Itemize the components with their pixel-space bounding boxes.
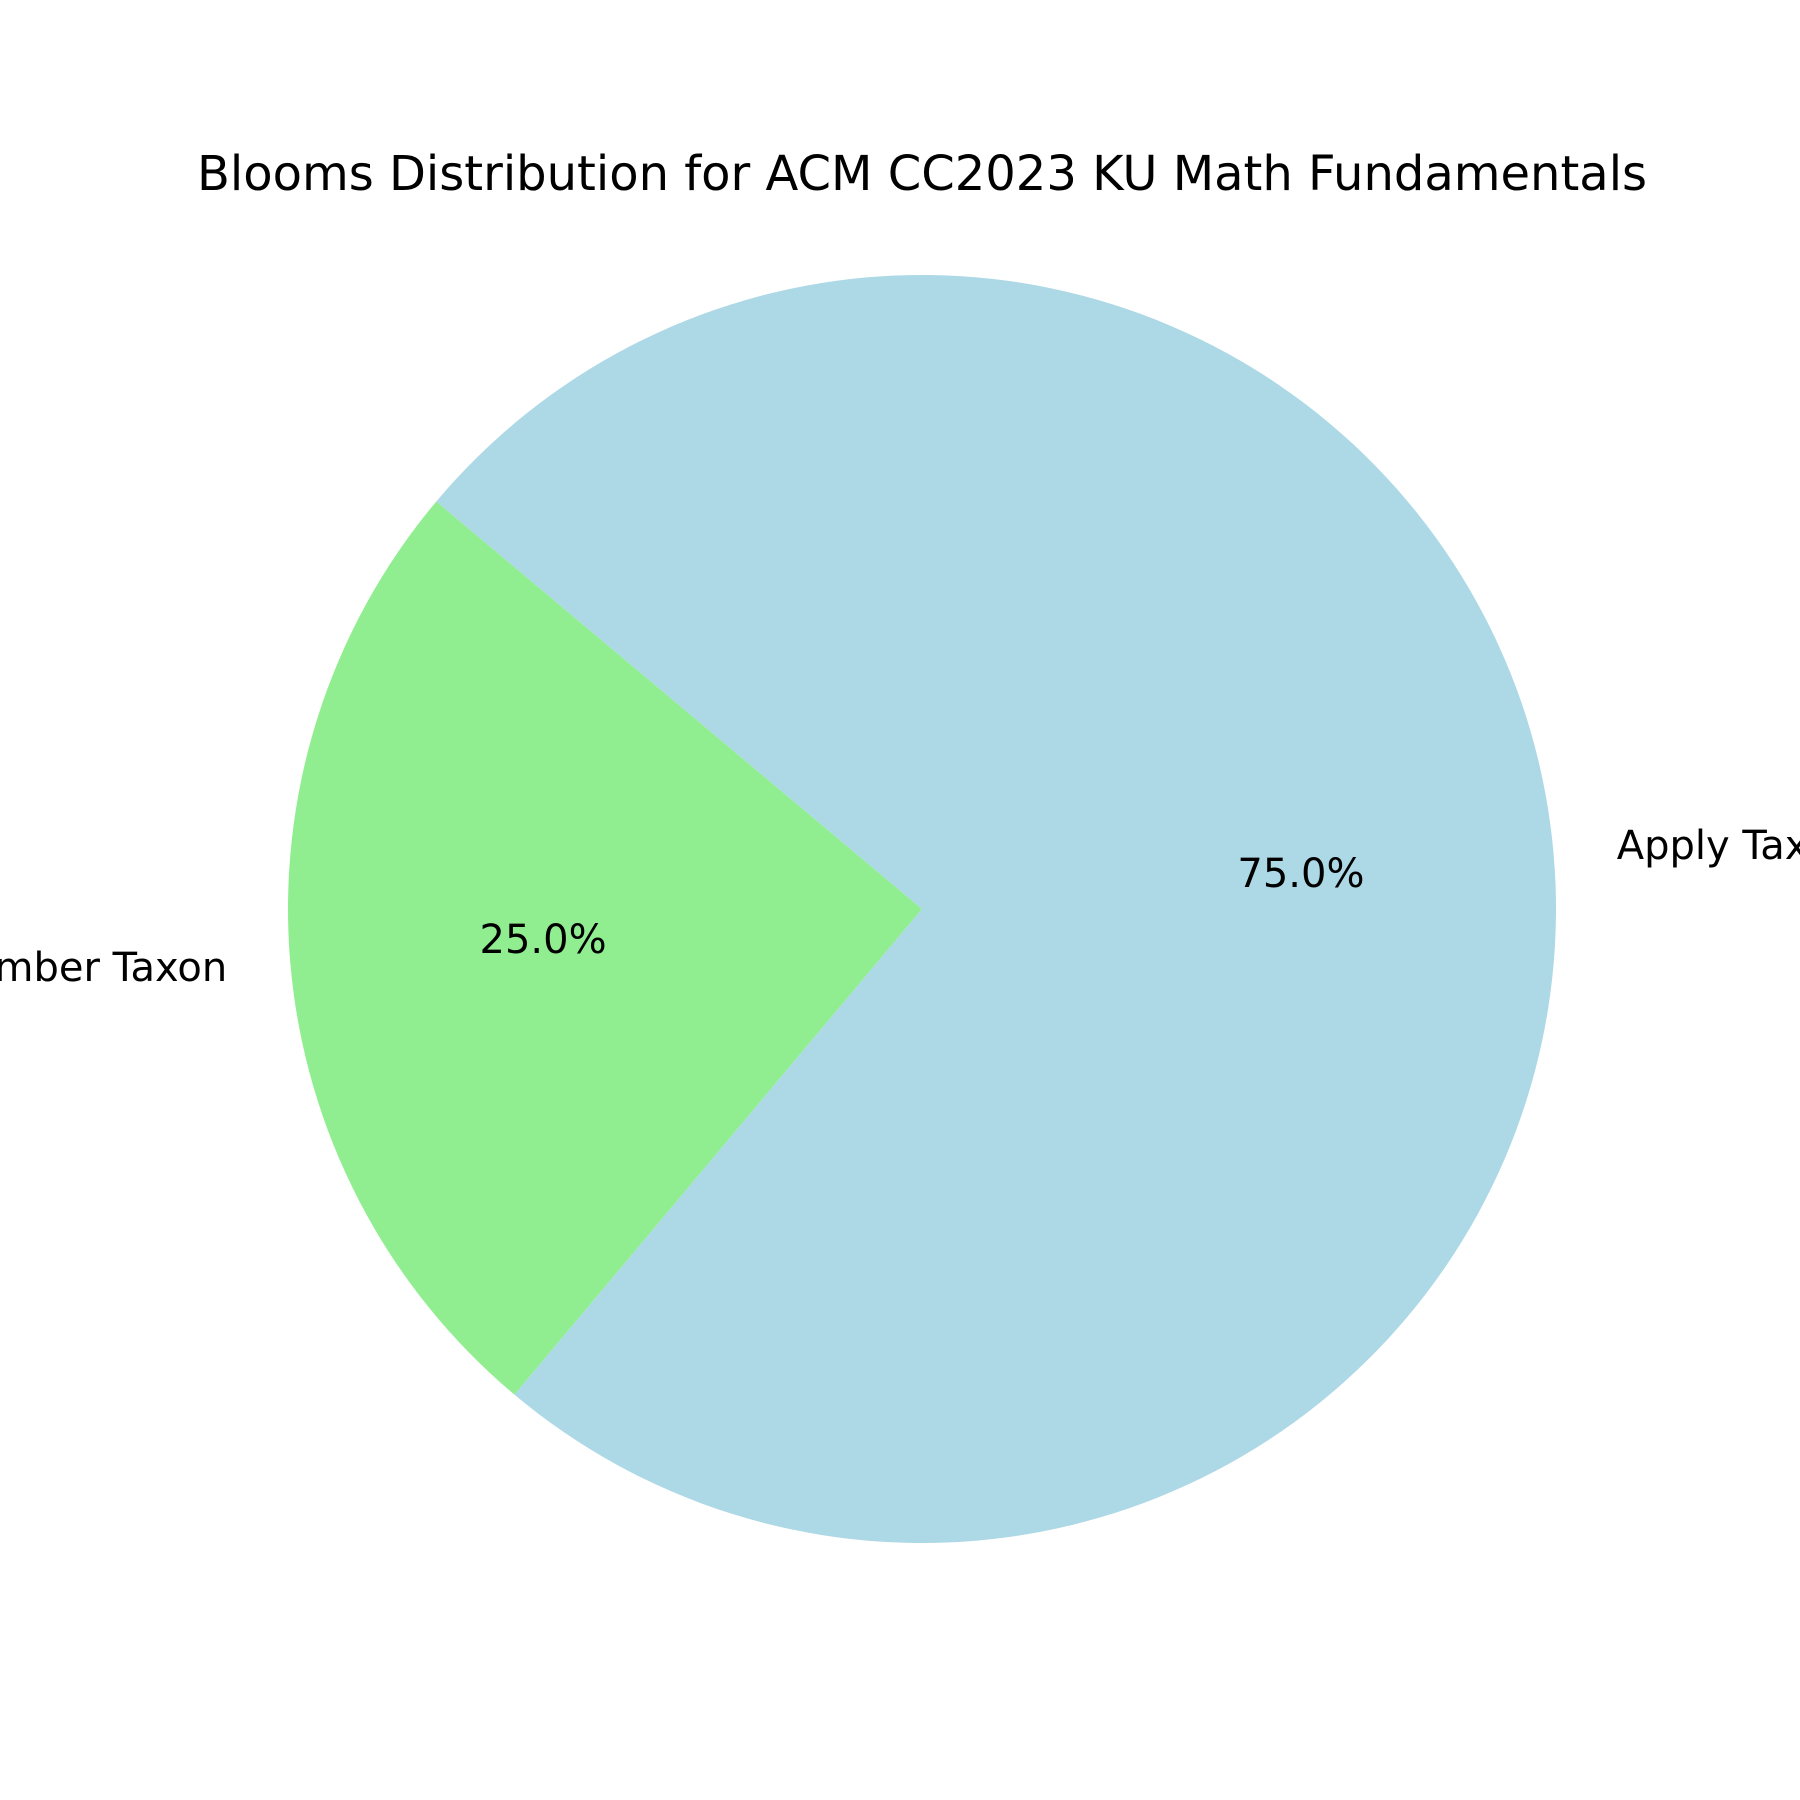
slice-percent-0: 25.0%: [480, 917, 607, 963]
pie-labels: Remember Taxon 25.0% Apply Taxon 75.0%: [0, 823, 1800, 991]
pie-slice-0: [287, 501, 922, 1395]
slice-percent-1: 75.0%: [1237, 851, 1364, 897]
chart-title: Blooms Distribution for ACM CC2023 KU Ma…: [197, 146, 1647, 202]
slice-label-1: Apply Taxon: [1617, 823, 1800, 869]
pie-slice-1: [436, 274, 1556, 1543]
slice-label-0: Remember Taxon: [0, 945, 227, 991]
pie-slices: [287, 274, 1556, 1543]
